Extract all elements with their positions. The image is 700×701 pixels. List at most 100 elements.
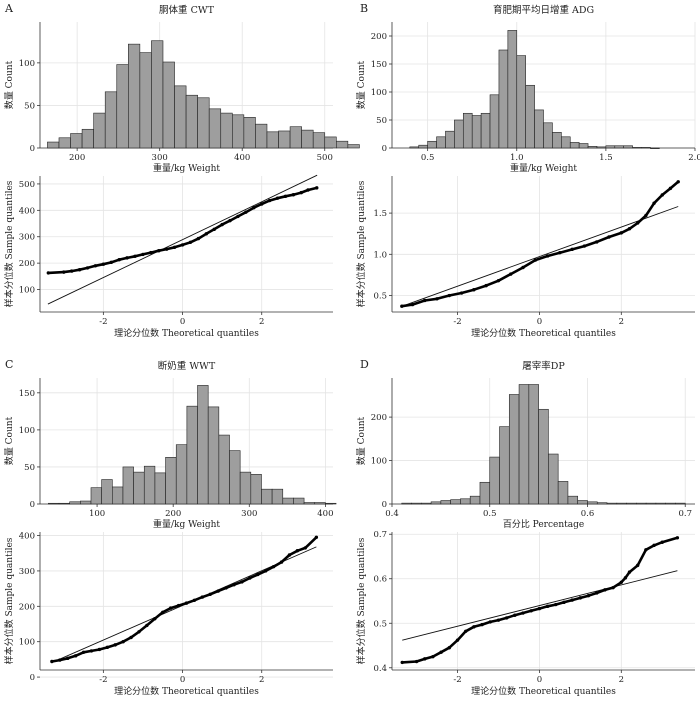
panel-a-qq-y-tick-label: 100 <box>19 286 35 296</box>
panel-b-qq-point <box>496 278 501 283</box>
panel-d-hist-bar <box>587 501 598 505</box>
panel-b-qq-x-tick-label: 0 <box>537 317 542 327</box>
panel-b-qq-point <box>509 272 513 276</box>
panel-d-hist-bar <box>567 495 579 505</box>
panel-b-qq-point <box>533 258 538 262</box>
panel-b-qq-point <box>545 254 550 258</box>
panel-b-hist-ylabel: 数量 Count <box>355 60 367 109</box>
panel-c-hist-xlabel: 重量/kg Weight <box>153 518 220 530</box>
panel-b-hist-y-tick-label: 100 <box>371 88 387 98</box>
panel-d-qq-y-tick-label: 0.4 <box>373 664 387 674</box>
panel-c-qq-point <box>216 589 220 593</box>
panel-c-qq-y-tick-label: 200 <box>19 602 35 612</box>
panel-d-hist-bar <box>655 502 666 505</box>
panel-d-hist-bar <box>596 502 608 505</box>
panel-c-qq-point <box>137 630 141 634</box>
panel-b-qq-point <box>447 293 452 298</box>
panel-c-hist-bar <box>80 500 92 505</box>
panel-c-hist-bar <box>58 502 70 505</box>
panel-c-qq-point <box>287 553 292 557</box>
panel-d-qq-y-tick-label: 0.5 <box>373 619 387 629</box>
panel-c-hist-bar <box>250 474 262 505</box>
panel-a-qq-x-tick-label: 2 <box>259 317 264 327</box>
panel-d-qq-point <box>619 580 623 585</box>
panel-d-qq-point <box>400 660 404 665</box>
panel-b-hist-bar <box>569 142 580 149</box>
panel-b-qq-point <box>668 186 673 191</box>
panel-a-qq-point <box>244 210 248 214</box>
panel-a-hist-x-tick-label: 500 <box>317 153 333 163</box>
panel-a-qq-point <box>117 258 121 262</box>
panel-b-hist-bar <box>525 84 535 149</box>
panel-d-hist-bar <box>577 500 588 505</box>
panel-c-hist-y-tick-label: 100 <box>19 426 35 436</box>
panel-b-qq-point <box>582 244 587 248</box>
panel-d-letter: D <box>360 358 369 371</box>
panel-c-qq-point <box>208 592 212 596</box>
panel-c-letter: C <box>5 358 13 371</box>
panel-c-qq-point <box>50 659 54 664</box>
panel-d-qq-point <box>611 585 615 590</box>
panel-d-hist-bar <box>479 481 491 505</box>
panel-c-qq-x-tick-label: -2 <box>99 675 107 685</box>
panel-d-qq-xlabel: 理论分位数 Theoretical quantiles <box>471 685 616 697</box>
panel-b-hist-bar <box>498 49 509 149</box>
panel-a-qq-point <box>275 196 280 200</box>
panel-d-qq-point <box>521 611 525 615</box>
panel-a-qq-sample-band <box>47 186 319 275</box>
panel-c-qq-point <box>224 586 228 590</box>
panel-c-hist-y-tick-label: 0 <box>30 500 35 510</box>
panel-a-hist-bar <box>58 137 71 149</box>
panel-d-qq-point <box>570 598 574 602</box>
panel-a-hist-bar <box>243 117 256 149</box>
panel-d-hist-y-tick-label: 100 <box>371 457 387 467</box>
panel-d-qq-point <box>480 622 484 627</box>
panel-a-hist-bar <box>232 114 245 149</box>
panel-a-qq-xlabel: 理论分位数 Theoretical quantiles <box>114 327 259 339</box>
panel-c-qq-point <box>161 610 165 615</box>
panel-c-hist-bar <box>207 406 220 505</box>
panel-d-qq-sample-band <box>400 536 679 664</box>
panel-b-qq-point <box>484 283 488 288</box>
panel-d-hist-bar <box>460 498 471 505</box>
panel-a-qq-point <box>77 268 82 272</box>
panel-d-qq-point <box>513 613 517 617</box>
panel-d-qq-x-tick-label: 2 <box>619 675 624 685</box>
panel-c-qq-point <box>176 603 181 608</box>
panel-b-hist-bar <box>436 136 446 149</box>
panel-b-hist-bar <box>534 109 544 149</box>
panel-b-qq-point <box>644 213 648 218</box>
panel-c-qq-point <box>97 647 102 652</box>
panel-c-qq-point <box>129 635 133 640</box>
panel-d-hist-bar <box>440 500 451 505</box>
panel-c-qq-point <box>105 645 110 650</box>
panel-c-qq-point <box>192 598 197 602</box>
panel-c-hist-bar <box>186 405 198 505</box>
panel-d-hist-bar <box>626 502 637 505</box>
panel-b-hist-x-tick-label: 0.5 <box>421 153 435 163</box>
panel-c-hist-x-tick-label: 300 <box>241 509 257 519</box>
panel-c-qq-point <box>303 546 307 550</box>
panel-d-hist-bar <box>508 394 520 505</box>
panel-a-qq-point <box>125 256 129 260</box>
panel-a-hist-bar <box>289 126 302 149</box>
panel-c-qq-point <box>66 656 70 661</box>
panel-c-hist-title: 断奶重 WWT <box>158 360 216 372</box>
panel-b-hist-bar <box>454 119 464 149</box>
panel-d-qq-x-tick-label: 0 <box>537 675 542 685</box>
panel-c-qq-y-tick-label: 100 <box>19 638 35 648</box>
panel-d-qq-point <box>578 596 583 600</box>
panel-d-qq-point <box>537 606 542 611</box>
panel-b-qq-point <box>459 291 464 295</box>
panel-d-qq-point <box>554 602 558 607</box>
panel-c-hist-bar <box>325 502 337 505</box>
panel-a-letter: A <box>4 2 14 15</box>
panel-d-qq-point <box>562 600 566 605</box>
panel-d-qq-point <box>545 604 550 609</box>
panel-a-hist-bar <box>116 64 129 149</box>
panel-c-hist-y-tick-label: 50 <box>24 463 35 473</box>
panel-d-qq-x-tick-label: -2 <box>453 675 461 685</box>
panel-c-hist-bar <box>261 488 273 505</box>
panel-a-qq-point <box>46 271 51 275</box>
panel-a-hist-x-tick-label: 200 <box>69 153 85 163</box>
